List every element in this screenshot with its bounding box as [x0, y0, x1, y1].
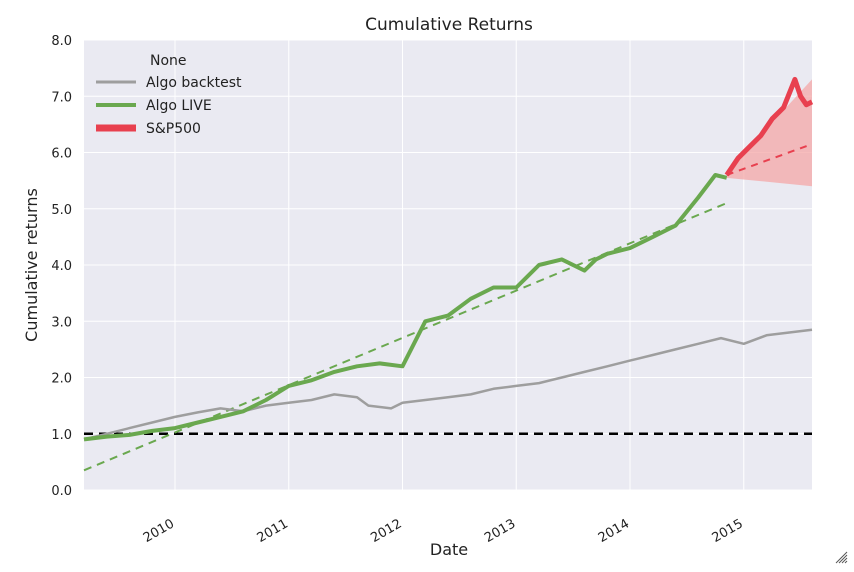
x-tick-label-3: 2013 — [482, 516, 518, 546]
forecast-line — [726, 143, 813, 176]
series-line-algo-live — [83, 173, 728, 442]
y-axis-label: Cumulative returns — [22, 188, 41, 342]
series-line-sp500 — [724, 76, 814, 177]
y-tick-label-0: 0.0 — [51, 484, 72, 499]
resize-grip-icon[interactable] — [834, 550, 848, 564]
x-tick-label-4: 2014 — [596, 516, 632, 546]
x-tick-label-2: 2012 — [368, 516, 404, 546]
y-tick-label-4: 4.0 — [51, 259, 72, 274]
x-axis-label: Date — [430, 540, 468, 559]
y-tick-label-5: 5.0 — [51, 203, 72, 218]
legend-label-algo-live: Algo LIVE — [146, 98, 212, 114]
forecast-cone-area — [726, 79, 812, 187]
forecast-cone — [726, 79, 812, 187]
series-lines — [83, 76, 814, 472]
y-tick-label-7: 7.0 — [51, 90, 72, 105]
x-tick-label-5: 2015 — [710, 516, 746, 546]
legend: None Algo backtest Algo LIVE S&P500 — [96, 53, 242, 137]
legend-label-algo-backtest: Algo backtest — [146, 75, 242, 91]
y-tick-label-6: 6.0 — [51, 147, 72, 162]
x-tick-label-0: 2010 — [141, 516, 177, 546]
series-line-algo-backtest — [83, 328, 813, 441]
y-axis-ticks: 0.0 1.0 2.0 3.0 4.0 5.0 6.0 7.0 8.0 — [51, 34, 72, 499]
y-tick-label-1: 1.0 — [51, 428, 72, 443]
legend-label-sp500: S&P500 — [146, 121, 201, 137]
x-tick-label-1: 2011 — [255, 516, 291, 546]
y-tick-label-8: 8.0 — [51, 34, 72, 49]
legend-title: None — [150, 53, 187, 69]
y-tick-label-3: 3.0 — [51, 315, 72, 330]
y-tick-label-2: 2.0 — [51, 372, 72, 387]
chart-title: Cumulative Returns — [365, 15, 533, 35]
